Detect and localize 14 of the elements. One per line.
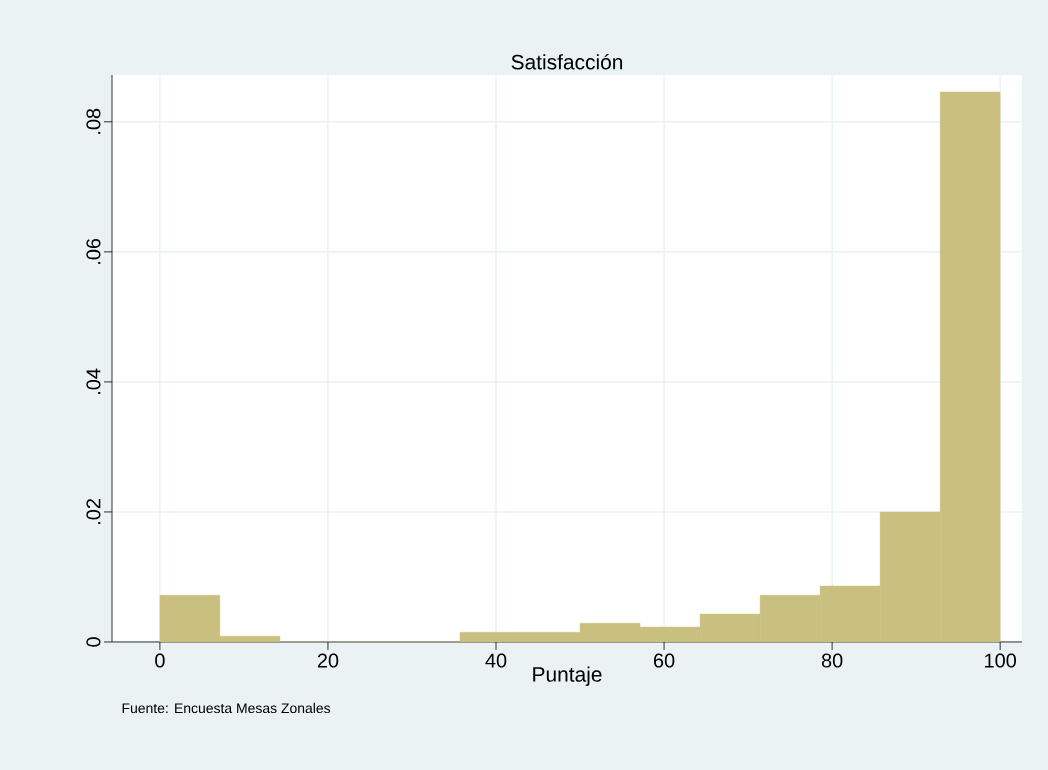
source-note: Fuente: Encuesta Mesas Zonales — [122, 702, 331, 714]
y-tick-label: .02 — [86, 499, 101, 524]
x-tick-label: 60 — [654, 653, 675, 668]
y-tick-label: .06 — [86, 238, 101, 264]
x-tick-label: 20 — [317, 653, 339, 668]
y-tick-label: 0 — [86, 637, 101, 647]
x-axis-title: Puntaje — [533, 666, 602, 686]
x-tick-label: 0 — [155, 653, 165, 668]
x-tick-label: 100 — [985, 653, 1016, 668]
y-tick-label: .08 — [86, 108, 101, 134]
x-tick-label: 40 — [485, 653, 507, 668]
y-tick-label: .04 — [86, 368, 101, 394]
x-tick-label: 80 — [821, 653, 843, 668]
chart-title: Satisfacción — [511, 53, 623, 70]
